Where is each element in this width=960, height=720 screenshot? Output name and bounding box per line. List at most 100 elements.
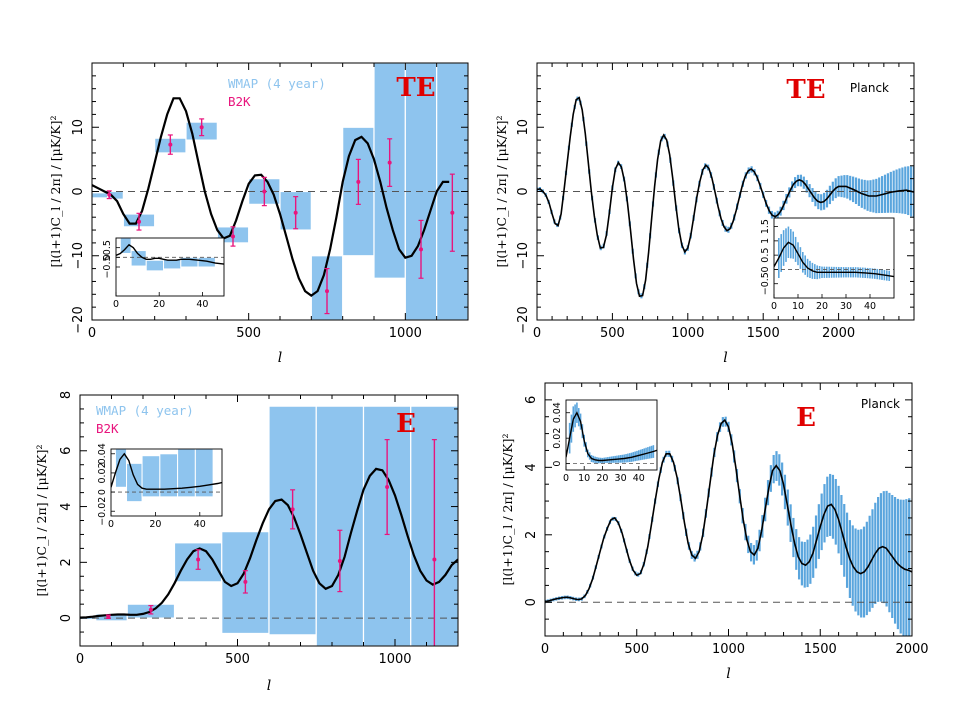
y-tick-label: −20 <box>71 306 86 333</box>
b2k-point-0 <box>106 190 112 200</box>
plot-area <box>92 63 468 320</box>
inset-y-tick-label: 0.04 <box>97 443 108 464</box>
b2k-point-3 <box>242 570 248 594</box>
y-axis-label: [l(l+1)C_l / 2π] / [μK/K]² <box>34 444 49 596</box>
ticks <box>544 382 913 637</box>
inset-theory-curve <box>566 411 657 462</box>
x-tick-label: 0 <box>541 642 549 657</box>
b2k-marker <box>148 607 153 612</box>
legend-entry: WMAP (4 year) <box>228 76 326 91</box>
inset-wmap-band-2 <box>141 455 161 498</box>
inset-wmap-band-1 <box>126 462 143 503</box>
theory-curve <box>92 97 450 297</box>
inset-y-tick-label: 0.5 <box>102 240 113 255</box>
y-axis-label: [l(l+1)C_l / 2π] / [μK/K]² <box>500 433 515 585</box>
spectrum-label: E <box>396 409 416 439</box>
b2k-marker <box>356 179 361 184</box>
b2k-marker <box>432 557 437 562</box>
wmap-band-6 <box>315 405 365 646</box>
b2k-point-6 <box>293 196 299 230</box>
y-tick-label: 2 <box>59 558 74 566</box>
b2k-point-9 <box>387 138 393 187</box>
inset-x-tick-label: 0 <box>113 299 119 310</box>
plot-area <box>545 416 912 636</box>
inset-y-tick-label: 0 <box>760 266 771 272</box>
inset-plot-area <box>774 226 894 281</box>
x-axis-label: l <box>267 678 271 694</box>
inset-e_planck: 0 10 20 30 40 0 0.02 0.04 <box>552 399 658 484</box>
inset-y-tick-label: 1 <box>760 238 771 244</box>
inset-y-tick-label: 0.02 <box>552 428 563 449</box>
inset-y-tick-label: 0.5 <box>760 248 771 263</box>
inset-y-tick-label: −0.02 <box>97 497 108 526</box>
inset-y-tick-label: 0.02 <box>97 462 108 483</box>
y-tick-label: 10 <box>516 119 531 136</box>
panel-e_wmap: 0 500 1000 0 2 4 6 8 l [l(l+1)C_l / 2π] / [μK/K]²… <box>34 391 459 694</box>
x-tick-label: 500 <box>236 326 261 341</box>
spectrum-label: E <box>796 403 816 433</box>
planck-label: Planck <box>850 81 889 95</box>
x-tick-label: 1500 <box>747 326 780 341</box>
b2k-point-2 <box>195 549 201 570</box>
inset-x-tick-label: 20 <box>596 473 608 484</box>
inset-wmap-band-2 <box>145 259 165 272</box>
x-tick-label: 0 <box>533 326 541 341</box>
inset-wmap-band-5 <box>194 449 214 498</box>
spectrum-label: TE <box>396 73 435 103</box>
y-tick-label: −10 <box>71 242 86 269</box>
b2k-marker <box>199 125 204 130</box>
inset-y-tick-label: 0 <box>552 461 563 467</box>
inset-x-tick-label: 0 <box>771 301 777 312</box>
b2k-marker <box>137 219 141 224</box>
y-tick-label: 0 <box>516 187 531 195</box>
inset-frame <box>110 448 223 517</box>
y-tick-label: 6 <box>524 396 539 404</box>
x-tick-label: 500 <box>624 642 649 657</box>
x-tick-label: 500 <box>225 652 250 667</box>
inset-plot-area <box>116 238 224 272</box>
x-tick-label: 2000 <box>822 326 855 341</box>
b2k-marker <box>337 558 342 563</box>
b2k-marker <box>262 189 267 194</box>
b2k-marker <box>107 192 112 197</box>
b2k-marker <box>231 234 235 239</box>
inset-x-tick-label: 30 <box>615 473 627 484</box>
b2k-point-1 <box>148 604 154 615</box>
planck-label: Planck <box>861 397 900 411</box>
y-axis-label: [l(l+1)C_l / 2π] / [μK/K]² <box>494 115 509 267</box>
y-tick-label: 0 <box>59 614 74 622</box>
y-tick-label: −10 <box>516 242 531 269</box>
y-tick-label: 0 <box>524 598 539 606</box>
theory-curve <box>545 418 912 603</box>
x-tick-label: 1500 <box>804 642 837 657</box>
inset-x-tick-label: 10 <box>792 301 804 312</box>
inset-wmap-band-4 <box>177 449 196 498</box>
b2k-marker <box>106 614 111 619</box>
inset-theory-curve <box>116 243 224 265</box>
inset-plot-area <box>111 449 222 503</box>
y-tick-label: 0 <box>71 187 86 195</box>
inset-x-tick-label: 40 <box>864 301 876 312</box>
b2k-point-5 <box>337 529 343 593</box>
x-tick-label: 1000 <box>671 326 704 341</box>
y-tick-label: 10 <box>71 119 86 136</box>
x-tick-label: 2000 <box>895 642 928 657</box>
x-tick-label: 0 <box>76 652 84 667</box>
b2k-marker <box>196 557 201 562</box>
inset-y-tick-label: 0.04 <box>552 402 563 423</box>
y-tick-label: 6 <box>59 447 74 455</box>
inset-frame <box>773 217 895 299</box>
legend-entry: B2K <box>228 94 251 109</box>
x-tick-label: 1000 <box>378 652 411 667</box>
inset-y-tick-label: 0 <box>97 489 108 495</box>
b2k-marker <box>387 160 392 165</box>
inset-x-tick-label: 30 <box>840 301 852 312</box>
inset-background <box>774 218 894 298</box>
inset-x-tick-label: 20 <box>816 301 828 312</box>
inset-x-tick-label: 40 <box>633 473 645 484</box>
b2k-point-5 <box>261 176 267 207</box>
y-axis-label: [l(l+1)C_l / 2π] / [μK/K]² <box>48 115 63 267</box>
